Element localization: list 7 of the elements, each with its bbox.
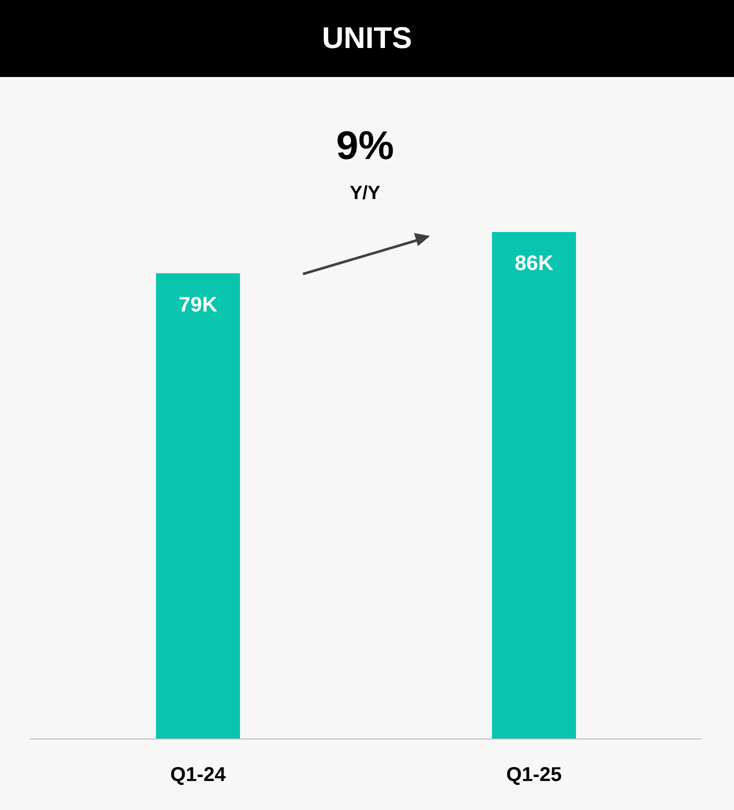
data-label: 79K xyxy=(178,293,218,316)
x-tick-label: Q1-24 xyxy=(170,764,227,786)
text: 9% xyxy=(335,124,395,169)
x-tick-label: Q1-25 xyxy=(506,764,562,786)
text: Y/Y xyxy=(348,183,382,205)
chart-title: UNITS xyxy=(0,0,734,77)
data-label: 86K xyxy=(514,252,554,275)
